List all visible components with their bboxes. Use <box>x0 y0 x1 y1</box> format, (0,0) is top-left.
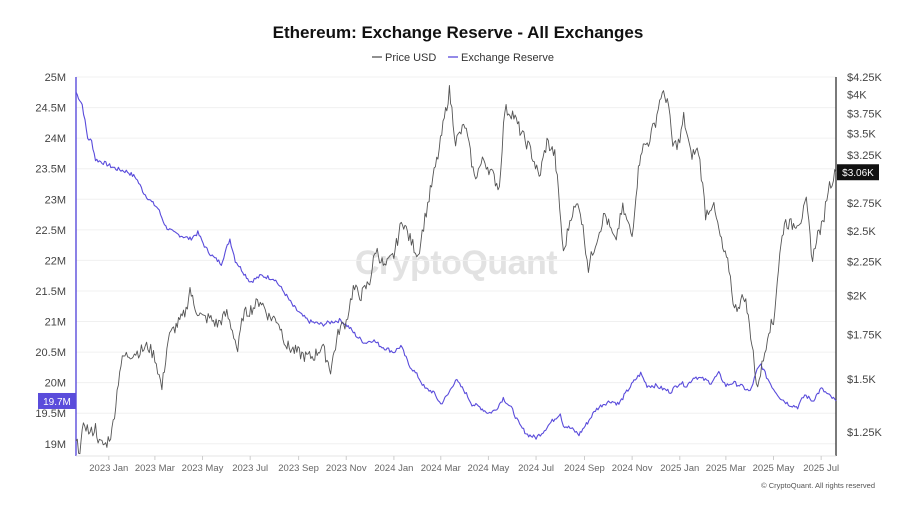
x-tick-label: 2024 May <box>468 463 510 474</box>
right-tick-label: $3.25K <box>847 150 883 162</box>
right-tick-label: $3.75K <box>847 108 883 120</box>
x-tick-label: 2023 May <box>182 463 224 474</box>
x-tick-label: 2024 Jan <box>374 463 413 474</box>
x-tick-label: 2025 Jul <box>803 463 839 474</box>
right-tick-label: $3.5K <box>847 128 876 140</box>
right-tick-label: $2.5K <box>847 226 876 238</box>
x-tick-label: 2023 Jan <box>89 463 128 474</box>
right-tick-label: $1.75K <box>847 329 883 341</box>
left-axis: 19M 19.5M 20M 20.5M 21M 21.5M 22M 22.5M 23M 23.5M… <box>35 72 77 456</box>
left-tick-label: 21.5M <box>35 286 66 298</box>
legend-item[interactable]: Exchange Reserve <box>448 52 554 64</box>
right-tick-label: $4.25K <box>847 72 883 84</box>
x-tick-label: 2023 Sep <box>278 463 319 474</box>
legend-label: Exchange Reserve <box>461 52 554 64</box>
price-current-badge <box>837 164 879 181</box>
x-tick-label: 2023 Mar <box>135 463 175 474</box>
x-tick-label: 2024 Jul <box>518 463 554 474</box>
reserve-current-value: 19.7M <box>43 397 71 408</box>
left-tick-label: 25M <box>45 72 66 84</box>
left-tick-label: 19M <box>45 439 66 451</box>
reserve-current-badge <box>38 392 76 409</box>
right-axis: $1.25K $1.5K $1.75K $2K $2.25K $2.5K $2.75K $3.… <box>835 72 883 456</box>
x-tick-label: 2025 Mar <box>706 463 746 474</box>
right-tick-label: $2K <box>847 291 867 303</box>
legend-label: Price USD <box>385 52 436 64</box>
copyright: © CryptoQuant. All rights reserved <box>761 481 875 490</box>
x-tick-label: 2024 Mar <box>421 463 461 474</box>
price-current-value: $3.06K <box>842 168 874 179</box>
x-tick-label: 2025 Jan <box>660 463 699 474</box>
watermark: CryptoQuant <box>355 244 557 282</box>
left-tick-label: 23M <box>45 194 66 206</box>
left-tick-label: 24M <box>45 133 66 145</box>
right-tick-label: $1.25K <box>847 427 883 439</box>
left-tick-label: 20.5M <box>35 347 66 359</box>
grid <box>76 76 836 445</box>
x-tick-label: 2025 May <box>753 463 795 474</box>
left-tick-label: 22.5M <box>35 225 66 237</box>
left-tick-label: 23.5M <box>35 164 66 176</box>
price-series-line[interactable] <box>75 85 837 455</box>
left-tick-label: 20M <box>45 378 66 390</box>
legend[interactable]: Price USD Exchange Reserve <box>372 52 554 64</box>
chart-title: Ethereum: Exchange Reserve - All Exchang… <box>273 23 644 42</box>
right-tick-label: $1.5K <box>847 374 876 386</box>
left-tick-label: 21M <box>45 317 66 329</box>
badges: 19.7M $3.06K <box>38 164 879 409</box>
x-tick-label: 2023 Jul <box>232 463 268 474</box>
x-axis: 2023 Jan 2023 Mar 2023 May 2023 Jul 2023 Sep… <box>76 455 839 474</box>
reserve-series-line[interactable] <box>75 92 837 440</box>
legend-item[interactable]: Price USD <box>372 52 436 64</box>
right-tick-label: $4K <box>847 90 867 102</box>
series-layer[interactable] <box>75 85 837 455</box>
x-tick-label: 2023 Nov <box>326 463 367 474</box>
x-tick-label: 2024 Nov <box>612 463 653 474</box>
right-tick-label: $2.75K <box>847 198 883 210</box>
x-tick-label: 2024 Sep <box>564 463 605 474</box>
left-tick-label: 22M <box>45 255 66 267</box>
left-tick-label: 24.5M <box>35 103 66 115</box>
left-tick-label: 19.5M <box>35 408 66 420</box>
right-tick-label: $2.25K <box>847 256 883 268</box>
